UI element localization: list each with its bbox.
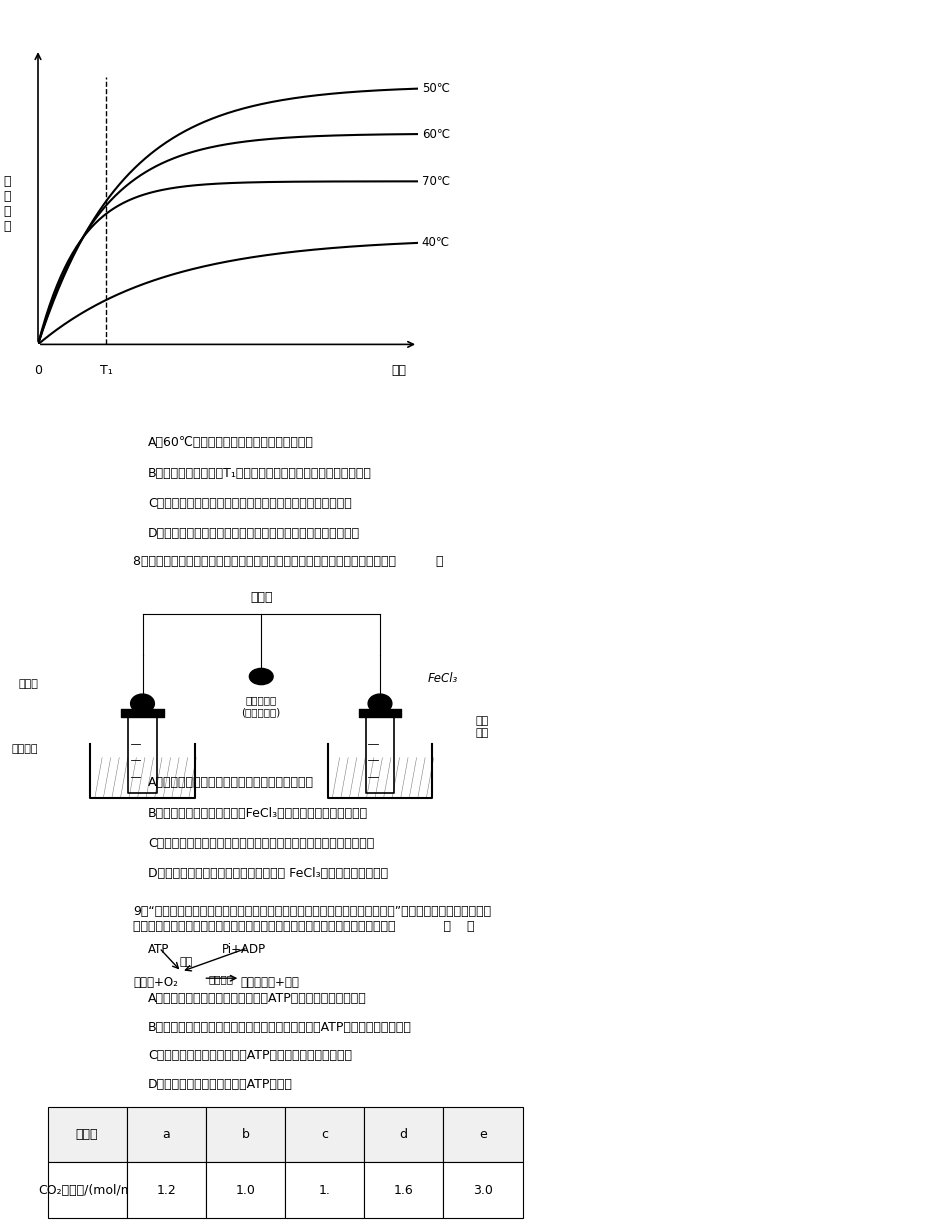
Text: 0: 0 (34, 364, 42, 378)
Ellipse shape (249, 668, 274, 685)
Text: D．相同温度下，在不同反应时间该酶的催化反应速率可能不同: D．相同温度下，在不同反应时间该酶的催化反应速率可能不同 (148, 528, 360, 540)
Text: FeCl₃: FeCl₃ (428, 672, 458, 685)
Text: 时间: 时间 (391, 364, 407, 378)
Text: ATP: ATP (148, 943, 169, 956)
Text: A．催化荧光素氧化反应的酶与催化ATP水解的酶不是同一种酶: A．催化荧光素氧化反应的酶与催化ATP水解的酶不是同一种酶 (148, 993, 367, 1005)
Text: 60℃: 60℃ (422, 128, 450, 140)
Text: C．萤火虫发光的过程实现了ATP中的化学能向光能的转化: C．萤火虫发光的过程实现了ATP中的化学能向光能的转化 (148, 1049, 352, 1063)
Text: 70℃: 70℃ (422, 175, 450, 188)
Text: 肝脏液: 肝脏液 (18, 679, 38, 689)
Text: 9．“银烛秋光冷画屏，轻罗小扇扑流萤。天阶夜色凉如水，坐看牵牛织女星。”让我们重温唐代诗人杜牧这
情景交融的诗句。萤火虫发光的相关化学变化如图所示，下列有关叙述: 9．“银烛秋光冷画屏，轻罗小扇扑流萤。天阶夜色凉如水，坐看牵牛织女星。”让我们重… (133, 905, 491, 934)
Text: 过氧
化氢: 过氧 化氢 (475, 716, 488, 738)
Text: T₁: T₁ (100, 364, 113, 378)
Text: 反
应
速
率: 反 应 速 率 (4, 175, 11, 232)
Text: 10．将一些苹果储藏在密闭容器中，较长时间后会闻到酒香。在不同氧浓度环境中，其O₂的消耗量和CO₂的: 10．将一些苹果储藏在密闭容器中，较长时间后会闻到酒香。在不同氧浓度环境中，其O… (133, 1113, 510, 1127)
Text: C．不同温度下，该酶达到最大催化反应速率时所需时间不同: C．不同温度下，该酶达到最大催化反应速率时所需时间不同 (148, 497, 352, 510)
Text: A．两个装置中的过氧化氢溶液要等量且越多越好: A．两个装置中的过氧化氢溶液要等量且越多越好 (148, 776, 314, 790)
Text: 氧化荧光素+荧光: 氧化荧光素+荧光 (240, 977, 299, 989)
Text: D．需同时挤捏两滴管胶头，让肝脏液和 FeCl₃溶液同时注入试管中: D．需同时挤捏两滴管胶头，让肝脏液和 FeCl₃溶液同时注入试管中 (148, 867, 389, 881)
Text: B．一定温度范围内，T₁时该酶的催化反应速率随温度升高而增大: B．一定温度范围内，T₁时该酶的催化反应速率随温度升高而增大 (148, 466, 372, 480)
Text: 50℃: 50℃ (422, 82, 449, 95)
Text: 过氧化氢: 过氧化氢 (11, 744, 38, 754)
Text: 荧光素酶: 荧光素酶 (209, 974, 234, 984)
Ellipse shape (130, 694, 154, 713)
Text: B．肝脏液中的过氧化氢酶、FeCl₃都可以提高该反应的活化能: B．肝脏液中的过氧化氢酶、FeCl₃都可以提高该反应的活化能 (148, 807, 369, 819)
Text: D．荧光素发荧光过程伴随着ATP的水解: D．荧光素发荧光过程伴随着ATP的水解 (148, 1077, 293, 1091)
Text: Pi+ADP: Pi+ADP (221, 943, 266, 956)
Text: B．萤火虫腹部后端（发光器官）细胞内含有大量的ATP，以保证其正常发光: B．萤火虫腹部后端（发光器官）细胞内含有大量的ATP，以保证其正常发光 (148, 1021, 412, 1034)
Text: 能量: 能量 (180, 957, 193, 967)
Text: A．60℃条件下，该酶的活性较高，结构稳定: A．60℃条件下，该酶的活性较高，结构稳定 (148, 437, 314, 449)
Text: 产生量如下表所示(假设细胞呼吸的底物都是葡萄糖)。则下列叙述错误的是: 产生量如下表所示(假设细胞呼吸的底物都是葡萄糖)。则下列叙述错误的是 (133, 1145, 383, 1157)
Text: 移液管: 移液管 (250, 590, 273, 604)
Ellipse shape (369, 694, 391, 713)
Text: C．左边移液管内红色液体上升的速度比右边快，最终液面比右边高: C．左边移液管内红色液体上升的速度比右边快，最终液面比右边高 (148, 838, 374, 850)
Text: 8．某课外兴趣小组用图示实验装置验证酶的高效性。下列有关叙述正确的是（          ）: 8．某课外兴趣小组用图示实验装置验证酶的高效性。下列有关叙述正确的是（ ） (133, 555, 444, 568)
Text: 荧光素+O₂: 荧光素+O₂ (133, 977, 179, 989)
Text: 40℃: 40℃ (422, 236, 450, 250)
Text: 等高的清水
(滴有红墨水): 等高的清水 (滴有红墨水) (241, 695, 281, 717)
